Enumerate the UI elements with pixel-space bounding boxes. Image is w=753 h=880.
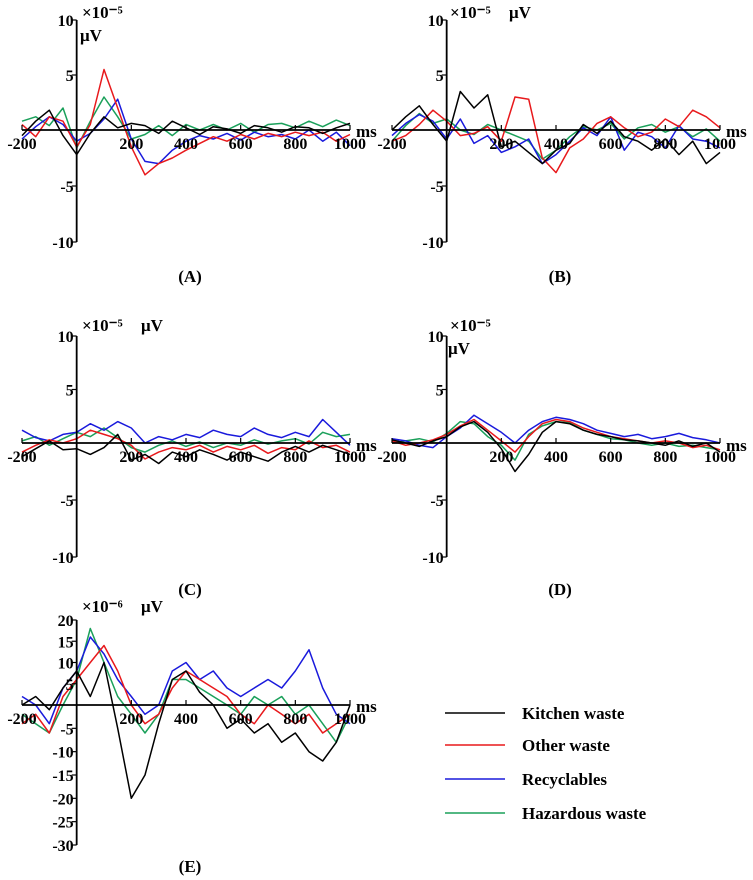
y-tick-label: -5 <box>60 179 73 196</box>
x-tick-label: -200 <box>377 136 406 153</box>
y-unit-label: μV <box>509 3 532 22</box>
y-tick-label: 15 <box>58 634 74 651</box>
legend-item: Kitchen waste <box>445 704 625 723</box>
y-tick-label: 10 <box>428 329 444 346</box>
x-tick-label: 600 <box>229 449 253 466</box>
legend-item: Hazardous waste <box>445 804 647 823</box>
y-tick-label: -15 <box>52 768 73 785</box>
x-tick-label: 200 <box>489 136 513 153</box>
y-tick-label: 10 <box>58 656 74 673</box>
legend-label: Other waste <box>522 736 610 755</box>
scale-label: ×10⁻⁵ <box>450 316 491 335</box>
y-tick-label: 10 <box>428 13 444 30</box>
panel-label: (A) <box>178 267 202 286</box>
panel-d: ×10⁻⁵ μV ms (D) -200 200 400 600 800 1000 10 5 -… <box>377 316 747 599</box>
y-tick-label: -10 <box>52 235 73 252</box>
y-tick-label: -10 <box>52 745 73 762</box>
legend-label: Kitchen waste <box>522 704 625 723</box>
y-unit-label: μV <box>80 26 103 45</box>
x-tick-label: -200 <box>7 136 36 153</box>
panel-b: ×10⁻⁵ μV ms (B) -200 200 400 600 800 1000 10 5 -… <box>377 3 747 286</box>
x-tick-label: 200 <box>119 136 143 153</box>
panel-label: (D) <box>548 580 572 599</box>
panel-e: ×10⁻⁶ μV ms (E) -200 200 400 600 800 1000 20 15… <box>7 597 377 876</box>
series-line-2 <box>21 68 351 176</box>
x-unit-label: ms <box>356 436 377 455</box>
x-tick-label: 800 <box>653 136 677 153</box>
x-tick-label: -200 <box>377 449 406 466</box>
x-tick-label: -200 <box>7 449 36 466</box>
scale-label: ×10⁻⁶ <box>82 597 123 616</box>
y-tick-label: 10 <box>58 13 74 30</box>
y-tick-label: 5 <box>66 677 74 694</box>
y-tick-label: -25 <box>52 815 73 832</box>
legend: Kitchen waste Other waste Recyclables Ha… <box>445 704 647 823</box>
y-tick-label: -5 <box>60 721 73 738</box>
legend-item: Other waste <box>445 736 610 755</box>
y-tick-label: 5 <box>66 383 74 400</box>
y-unit-label: μV <box>448 339 471 358</box>
y-tick-label: -5 <box>430 493 443 510</box>
y-tick-label: -5 <box>430 179 443 196</box>
x-unit-label: ms <box>726 436 747 455</box>
x-tick-label: 400 <box>544 449 568 466</box>
y-tick-label: -30 <box>52 838 73 855</box>
y-tick-label: 10 <box>58 329 74 346</box>
panel-label: (C) <box>178 580 202 599</box>
x-tick-label: 600 <box>229 136 253 153</box>
y-tick-label: 5 <box>66 68 74 85</box>
y-tick-label: -5 <box>60 493 73 510</box>
scale-label: ×10⁻⁵ <box>82 316 123 335</box>
y-unit-label: μV <box>141 597 164 616</box>
panel-label: (E) <box>179 857 202 876</box>
x-unit-label: ms <box>356 122 377 141</box>
x-tick-label: 800 <box>283 449 307 466</box>
x-tick-label: 600 <box>229 711 253 728</box>
y-tick-label: -20 <box>52 791 73 808</box>
scale-label: ×10⁻⁵ <box>82 3 123 22</box>
panel-a: ×10⁻⁵ μV ms (A) -200 200 400 600 800 1000 10 5 -… <box>7 3 377 286</box>
x-tick-label: 1000 <box>334 136 366 153</box>
x-tick-label: 400 <box>544 136 568 153</box>
y-unit-label: μV <box>141 316 164 335</box>
scale-label: ×10⁻⁵ <box>450 3 491 22</box>
x-tick-label: 600 <box>599 136 623 153</box>
x-tick-label: 1000 <box>704 449 736 466</box>
legend-label: Recyclables <box>522 770 607 789</box>
y-tick-label: 5 <box>436 383 444 400</box>
x-tick-label: 200 <box>119 711 143 728</box>
x-tick-label: 800 <box>283 136 307 153</box>
x-tick-label: 600 <box>599 449 623 466</box>
x-tick-label: 400 <box>174 136 198 153</box>
x-tick-label: 800 <box>653 449 677 466</box>
y-tick-label: -10 <box>52 550 73 567</box>
x-tick-label: 400 <box>174 711 198 728</box>
x-tick-label: 1000 <box>334 711 366 728</box>
x-tick-label: 1000 <box>334 449 366 466</box>
x-tick-label: -200 <box>7 711 36 728</box>
x-tick-label: 1000 <box>704 136 736 153</box>
panel-c: ×10⁻⁵ μV ms (C) -200 200 400 600 800 1000 10 5 -… <box>7 316 377 599</box>
panel-label: (B) <box>549 267 572 286</box>
y-tick-label: 20 <box>58 613 74 630</box>
x-tick-label: 200 <box>119 449 143 466</box>
x-unit-label: ms <box>356 697 377 716</box>
x-tick-label: 200 <box>489 449 513 466</box>
x-tick-label: 800 <box>283 711 307 728</box>
x-unit-label: ms <box>726 122 747 141</box>
legend-item: Recyclables <box>445 770 607 789</box>
y-tick-label: -10 <box>422 235 443 252</box>
y-tick-label: -10 <box>422 550 443 567</box>
legend-label: Hazardous waste <box>522 804 647 823</box>
y-tick-label: 5 <box>436 68 444 85</box>
x-tick-label: 400 <box>174 449 198 466</box>
